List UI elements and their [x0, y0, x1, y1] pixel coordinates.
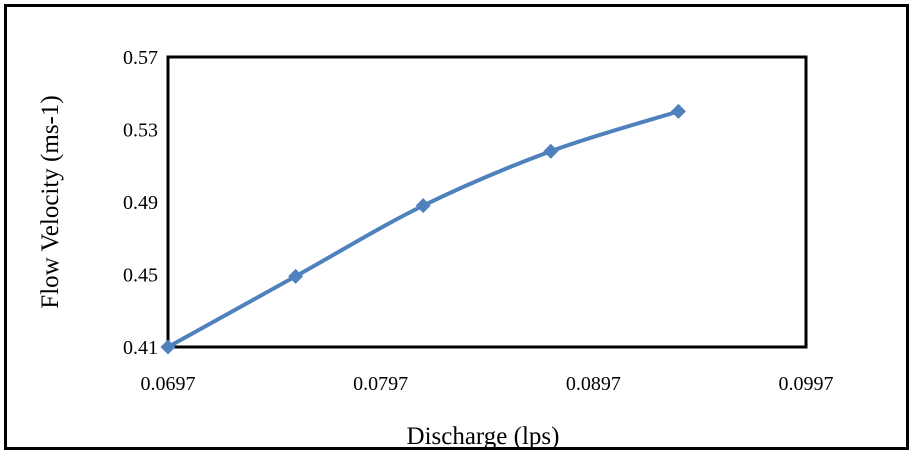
data-point-marker: [415, 198, 431, 214]
y-tick-label: 0.45: [123, 265, 158, 287]
y-axis-title: Flow Velocity (ms-1): [37, 95, 64, 308]
data-point-marker: [288, 268, 304, 284]
x-tick-label: 0.0697: [141, 373, 196, 395]
y-tick-label: 0.49: [123, 192, 158, 214]
y-tick-label: 0.53: [123, 120, 158, 142]
x-tick-label: 0.0797: [353, 373, 408, 395]
data-point-marker: [543, 143, 559, 159]
y-tick-label: 0.57: [123, 47, 158, 69]
y-axis-ticks: 0.41 0.45 0.49 0.53 0.57: [123, 47, 158, 359]
plot-area: [166, 55, 808, 349]
data-point-marker: [670, 103, 686, 119]
x-tick-label: 0.0897: [566, 373, 621, 395]
x-tick-label: 0.0997: [779, 373, 834, 395]
x-axis-ticks: 0.0697 0.0797 0.0897 0.0997: [141, 373, 834, 395]
y-tick-label: 0.41: [123, 337, 158, 359]
series-markers: [160, 103, 686, 355]
x-axis-title: Discharge (lps): [407, 423, 560, 450]
data-point-marker: [160, 339, 176, 355]
